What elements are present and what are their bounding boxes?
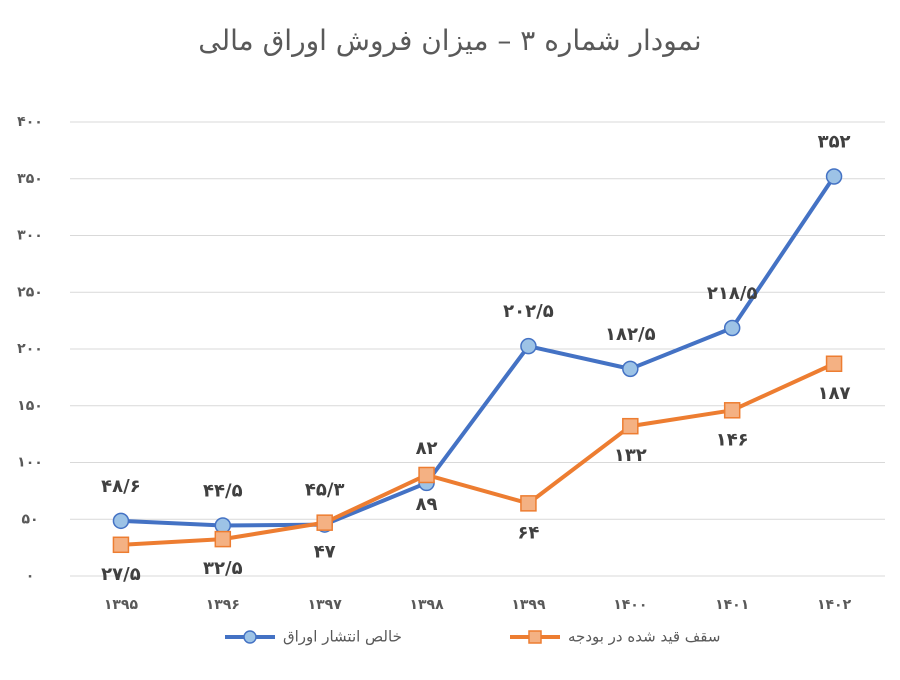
data-label: ۲۰۲/۵: [503, 301, 554, 322]
x-tick-label: ۱۳۹۶: [206, 597, 240, 613]
x-tick-label: ۱۳۹۷: [308, 597, 343, 613]
x-tick-label: ۱۳۹۹: [511, 597, 546, 613]
marker: [825, 355, 843, 373]
y-tick-label: ۱۰۰: [17, 455, 43, 471]
marker: [418, 466, 435, 484]
data-label: ۳۵۲: [818, 131, 851, 152]
marker: [316, 514, 333, 531]
data-label: ۴۵/۳: [305, 480, 345, 501]
y-tick-label: ۴۰۰: [17, 114, 43, 130]
legend-label: خالص انتشار اوراق: [283, 628, 402, 646]
marker: [214, 530, 232, 548]
data-label: ۱۳۲: [614, 445, 647, 466]
y-tick-label: ۵۰: [21, 511, 38, 527]
marker: [723, 402, 741, 419]
x-tick-label: ۱۴۰۰: [613, 597, 647, 613]
data-label: ۴۴/۵: [203, 480, 243, 501]
x-tick-label: ۱۴۰۱: [715, 597, 749, 613]
marker: [825, 168, 843, 185]
data-label: ۶۴: [517, 522, 539, 543]
y-tick-label: ۰: [26, 568, 35, 584]
data-label: ۴۸/۶: [101, 476, 141, 497]
data-label: ۲۱۸/۵: [707, 283, 758, 304]
marker: [520, 495, 537, 512]
data-label: ۳۲/۵: [203, 558, 243, 579]
data-label: ۸۲: [416, 438, 438, 459]
x-tick-label: ۱۳۹۸: [409, 597, 444, 613]
series-line: [120, 361, 835, 547]
x-tick-label: ۱۴۰۲: [817, 597, 852, 613]
marker: [112, 536, 130, 554]
data-label: ۱۸۷: [818, 383, 851, 404]
marker: [214, 517, 232, 534]
data-label: ۱۴۶: [716, 429, 749, 450]
data-label: ۸۹: [416, 494, 438, 515]
legend-marker: [243, 630, 257, 644]
marker: [112, 512, 130, 530]
data-label: ۴۷: [314, 542, 336, 563]
marker: [622, 360, 639, 378]
marker: [622, 417, 639, 435]
y-tick-label: ۳۰۰: [17, 228, 43, 244]
y-tick-label: ۲۰۰: [17, 341, 43, 357]
y-tick-label: ۲۵۰: [17, 284, 43, 300]
data-label: ۱۸۲/۵: [605, 324, 656, 345]
series-line: [120, 175, 836, 528]
x-tick-label: ۱۳۹۵: [104, 597, 139, 613]
marker: [723, 319, 741, 337]
chart-title: نمودار شماره ۳ – میزان فروش اوراق مالی: [198, 24, 701, 57]
marker: [520, 337, 537, 355]
data-label: ۲۷/۵: [101, 564, 141, 585]
legend-label: سقف قید شده در بودجه: [568, 628, 720, 646]
y-tick-label: ۱۵۰: [17, 398, 43, 414]
y-tick-label: ۳۵۰: [17, 171, 43, 187]
legend-marker: [528, 630, 542, 644]
